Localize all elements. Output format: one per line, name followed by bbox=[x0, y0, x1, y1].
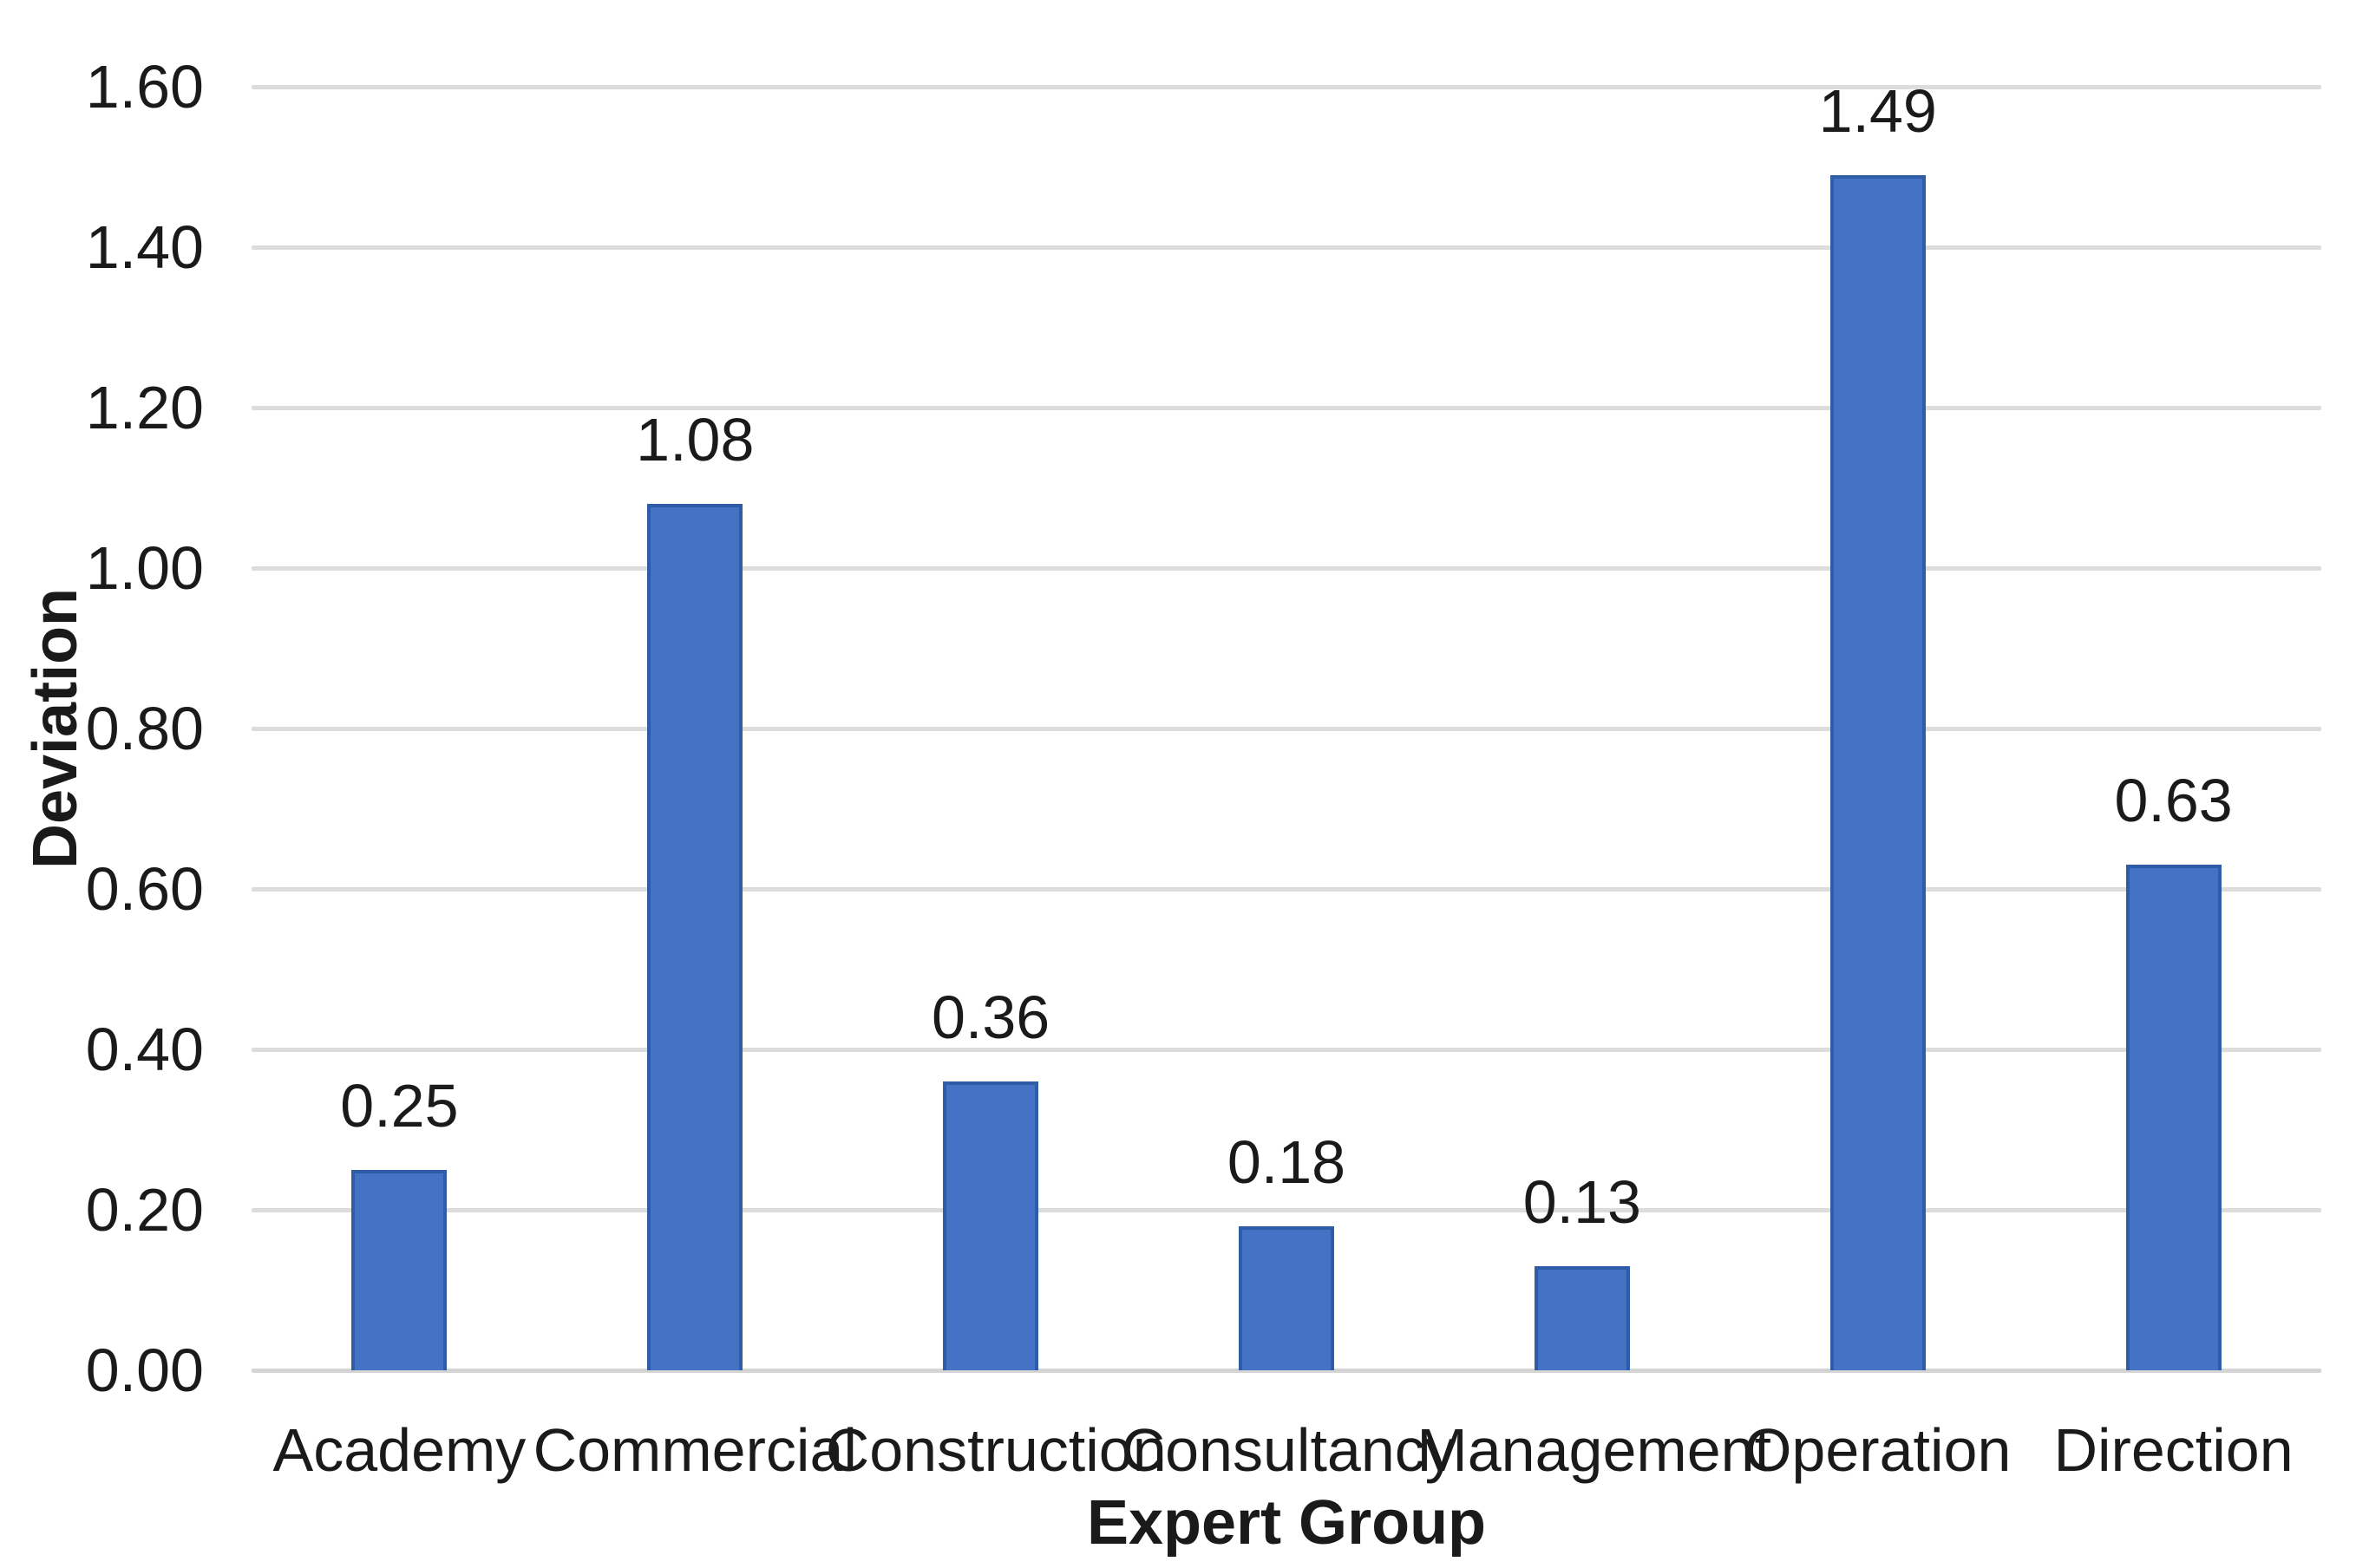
gridline bbox=[252, 1207, 2321, 1212]
gridline bbox=[252, 565, 2321, 571]
gridline bbox=[252, 405, 2321, 410]
bar bbox=[943, 1081, 1039, 1370]
y-tick-label: 1.20 bbox=[85, 374, 204, 441]
gridline bbox=[252, 886, 2321, 892]
y-tick-label: 0.60 bbox=[85, 855, 204, 923]
bar bbox=[351, 1169, 448, 1370]
bar bbox=[1534, 1265, 1630, 1370]
gridline bbox=[252, 245, 2321, 250]
x-axis-line bbox=[252, 1368, 2321, 1373]
x-category-label: Academy bbox=[272, 1416, 527, 1484]
x-axis-title: Expert Group bbox=[1086, 1488, 1487, 1558]
x-category-label: Consultancy bbox=[1121, 1416, 1456, 1484]
bar bbox=[1239, 1225, 1334, 1370]
x-category-label: Operation bbox=[1744, 1416, 2012, 1484]
bar-data-label: 0.25 bbox=[340, 1071, 459, 1140]
bar bbox=[2125, 865, 2222, 1370]
y-tick-label: 0.00 bbox=[85, 1336, 204, 1404]
y-tick-label: 0.80 bbox=[85, 695, 204, 762]
bar-data-label: 1.49 bbox=[1818, 76, 1937, 145]
y-tick-label: 1.00 bbox=[85, 534, 204, 602]
x-category-label: Management bbox=[1417, 1416, 1772, 1484]
bar bbox=[647, 504, 743, 1370]
gridline bbox=[252, 84, 2321, 89]
bar-data-label: 0.13 bbox=[1522, 1167, 1641, 1236]
bar-data-label: 1.08 bbox=[636, 406, 755, 474]
x-category-label: Commercial bbox=[533, 1416, 857, 1484]
x-category-label: Direction bbox=[2053, 1416, 2294, 1484]
x-category-label: Construction bbox=[825, 1416, 1167, 1484]
bar-data-label: 0.18 bbox=[1227, 1127, 1346, 1196]
bar bbox=[1829, 174, 1926, 1370]
y-tick-label: 1.40 bbox=[85, 213, 204, 281]
gridline bbox=[252, 726, 2321, 731]
gridline bbox=[252, 1047, 2321, 1052]
y-tick-label: 1.60 bbox=[85, 53, 204, 121]
y-tick-label: 0.20 bbox=[85, 1176, 204, 1244]
bar-data-label: 0.36 bbox=[932, 983, 1050, 1051]
bar-data-label: 0.63 bbox=[2114, 767, 2233, 835]
y-tick-label: 0.40 bbox=[85, 1016, 204, 1083]
